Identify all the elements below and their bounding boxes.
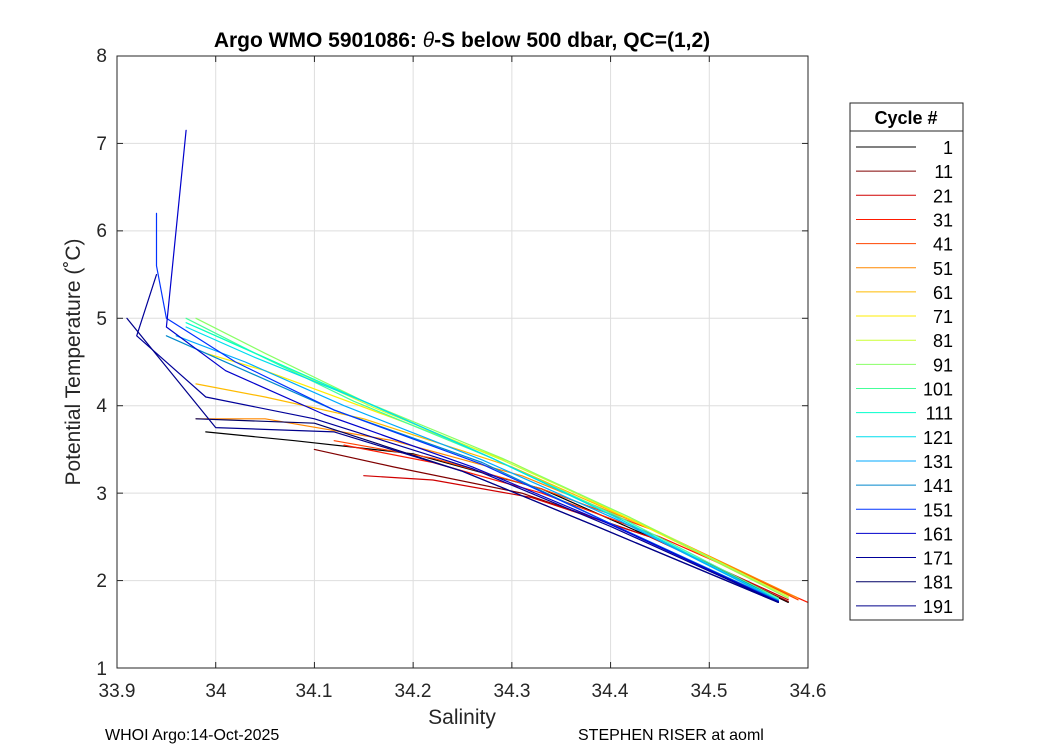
chart-title: Argo WMO 5901086: θ-S below 500 dbar, QC…	[214, 29, 710, 52]
legend: Cycle # 11121314151617181911011111211311…	[849, 102, 964, 621]
legend-label: 171	[923, 549, 953, 569]
series-group	[126, 129, 809, 604]
plot-frame	[116, 55, 809, 669]
legend-title: Cycle #	[874, 108, 937, 128]
footer-right: STEPHEN RISER at aoml	[578, 727, 764, 744]
legend-label: 191	[923, 597, 953, 617]
legend-label: 21	[933, 186, 953, 206]
series-line-cycle-131	[175, 335, 780, 602]
legend-label: 11	[934, 162, 953, 182]
series-line-cycle-121	[185, 326, 780, 601]
x-tick-label: 34.5	[691, 681, 728, 702]
legend-label: 121	[923, 428, 953, 448]
legend-label: 131	[923, 452, 953, 472]
y-tick-label: 4	[96, 396, 107, 417]
series-line-cycle-171	[136, 274, 780, 604]
legend-label: 151	[923, 500, 953, 520]
y-tick-label: 8	[96, 46, 107, 67]
y-tick-label: 2	[96, 571, 107, 592]
x-tick-label: 33.9	[99, 681, 136, 702]
plot-area	[116, 55, 809, 669]
y-tick-label: 1	[96, 659, 107, 680]
series-line-cycle-91	[195, 317, 789, 599]
legend-label: 181	[923, 573, 953, 593]
x-axis-label: Salinity	[428, 706, 496, 729]
x-tick-label: 34.6	[790, 681, 827, 702]
legend-label: 71	[933, 307, 953, 327]
legend-label: 61	[933, 283, 953, 303]
legend-label: 111	[926, 404, 953, 424]
legend-label: 51	[933, 259, 953, 279]
legend-label: 91	[933, 355, 953, 375]
x-tick-label: 34.2	[395, 681, 432, 702]
y-axis-label: Potential Temperature (˚C)	[62, 238, 85, 485]
y-tick-label: 7	[96, 134, 107, 155]
x-tick-label: 34	[205, 681, 227, 702]
x-tick-label: 34.1	[296, 681, 333, 702]
legend-label: 1	[943, 138, 953, 158]
series-line-cycle-191	[126, 317, 780, 604]
x-tick-label: 34.3	[494, 681, 531, 702]
x-tick-label: 34.4	[592, 681, 629, 702]
y-tick-label: 6	[96, 221, 107, 242]
legend-label: 81	[933, 331, 953, 351]
y-tick-labels: 1 2 3 4 5 6 7 8	[96, 46, 107, 680]
legend-label: 101	[923, 380, 953, 400]
footer-left: WHOI Argo:14-Oct-2025	[105, 727, 279, 744]
legend-label: 161	[923, 524, 953, 544]
y-tick-label: 3	[96, 484, 107, 505]
y-tick-label: 5	[96, 309, 107, 330]
series-line-cycle-151	[155, 212, 780, 603]
series-line-cycle-161	[165, 129, 780, 603]
legend-label: 41	[933, 235, 953, 255]
legend-label: 31	[933, 210, 953, 230]
x-tick-labels: 33.9 34 34.1 34.2 34.3 34.4 34.5 34.6	[99, 681, 827, 702]
legend-items: 1112131415161718191101111121131141151161…	[856, 138, 953, 617]
legend-label: 141	[923, 476, 953, 496]
series-line-cycle-101	[185, 317, 780, 599]
plot-background	[117, 56, 808, 668]
ticks	[116, 55, 809, 669]
